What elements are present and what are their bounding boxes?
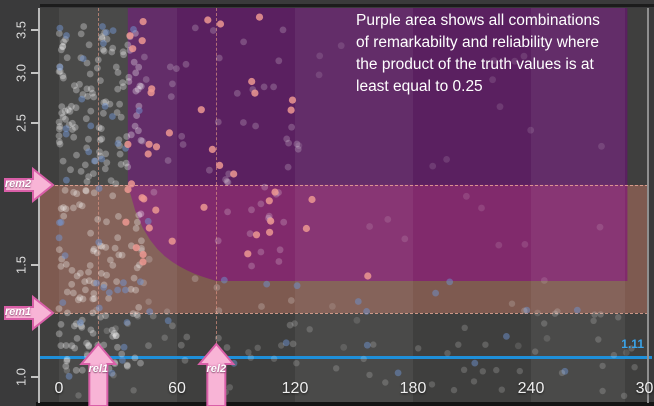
annotation-line: the product of the truth values is at	[356, 56, 594, 73]
background-stripe	[531, 8, 626, 403]
y-axis-line	[38, 8, 40, 403]
x-tick-label: 60	[168, 380, 186, 397]
dashed-line-rel1	[98, 8, 100, 344]
rem1-arrow-label: rem1	[4, 305, 32, 318]
panel-bottom-border	[36, 402, 654, 406]
annotation-line: least equal to 0.25	[356, 78, 483, 95]
dashed-line-rel2	[216, 8, 218, 344]
x-tick-label: 120	[281, 380, 309, 397]
y-tick-mark	[31, 71, 39, 74]
panel-right-border	[647, 8, 649, 403]
annotation-text: Purple area shows all combinations of re…	[356, 10, 636, 98]
threshold-line	[40, 356, 652, 359]
rel2-arrow-label: rel2	[206, 363, 227, 375]
x-tick-label: 180	[399, 380, 427, 397]
annotation-line: Purple area shows all combinations	[356, 12, 600, 29]
y-tick-label: 2.5	[13, 114, 29, 133]
y-tick-label: 1.0	[13, 367, 29, 387]
y-tick-mark	[31, 376, 39, 378]
rel1-arrow-label: rel1	[88, 363, 109, 375]
rem2-arrow-label: rem2	[4, 177, 32, 190]
dashed-line-rem2	[40, 184, 648, 186]
annotation-line: of remarkabilty and reliability where	[356, 34, 599, 51]
y-tick-label: 1.5	[13, 255, 29, 274]
x-tick-label: 240	[517, 380, 545, 397]
dashed-line-rem1	[40, 312, 648, 314]
background-stripe	[295, 8, 413, 403]
x-tick-label: 300	[635, 380, 654, 397]
y-tick-label: 3.5	[13, 20, 29, 39]
y-tick-mark	[31, 122, 39, 125]
y-tick-mark	[31, 28, 39, 31]
y-tick-mark	[31, 263, 39, 266]
x-tick-label: 0	[54, 380, 64, 397]
panel-top-border	[40, 4, 654, 7]
background-stripe	[59, 8, 177, 403]
y-tick-label: 3.0	[13, 63, 29, 82]
threshold-line-label: 1.11	[621, 337, 644, 351]
